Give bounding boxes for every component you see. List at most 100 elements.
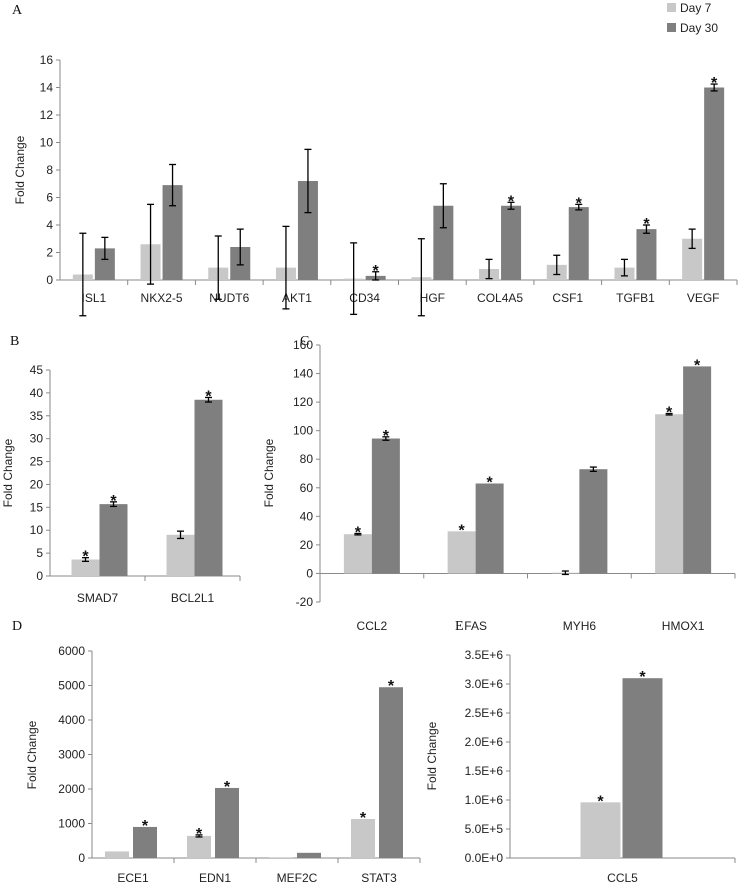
significance-star: *	[576, 195, 583, 212]
y-tick-label: 120	[293, 395, 313, 409]
y-tick-label: 16	[40, 53, 54, 67]
y-tick-label: 60	[300, 481, 314, 495]
y-tick-label: 6	[46, 191, 53, 205]
bar	[579, 469, 608, 574]
y-tick-label: 5	[36, 546, 43, 560]
significance-star: *	[459, 522, 466, 539]
bar	[133, 826, 157, 858]
x-category-label: HGF	[420, 291, 445, 305]
y-tick-label: 2000	[58, 782, 85, 796]
significance-star: *	[666, 405, 673, 422]
y-tick-label: 4	[46, 218, 53, 232]
y-tick-label: 8	[46, 163, 53, 177]
x-category-label: NUDT6	[209, 291, 249, 305]
y-tick-label: 1.0E+6	[465, 793, 504, 807]
bar	[162, 185, 183, 280]
significance-star: *	[355, 524, 362, 541]
y-axis-label: Fold Change	[13, 135, 27, 204]
y-tick-label: 2.0E+6	[465, 735, 504, 749]
y-tick-label: 100	[293, 424, 313, 438]
bar	[636, 229, 657, 280]
y-tick-label: 10	[40, 136, 54, 150]
bar	[215, 787, 239, 858]
x-category-label: HMOX1	[662, 619, 705, 633]
significance-star: *	[383, 428, 390, 445]
x-category-label: CCL2	[357, 619, 388, 633]
significance-star: *	[711, 75, 718, 92]
y-tick-label: 3000	[58, 748, 85, 762]
y-tick-label: -20	[296, 595, 314, 609]
x-category-label: TGFB1	[616, 291, 655, 305]
x-category-label: STAT3	[361, 871, 397, 885]
x-category-label: VEGF	[687, 291, 720, 305]
x-category-label: ECE1	[117, 871, 149, 885]
x-category-label: AKT1	[282, 291, 312, 305]
significance-star: *	[597, 793, 604, 810]
legend-label: Day 7	[680, 1, 712, 15]
y-tick-label: 25	[30, 455, 44, 469]
bar	[568, 207, 589, 280]
significance-star: *	[224, 779, 231, 796]
bar	[194, 399, 223, 576]
bar	[655, 414, 684, 574]
bar	[105, 851, 129, 858]
x-category-label: EDN1	[199, 871, 231, 885]
y-tick-label: 6000	[58, 644, 85, 658]
bar	[297, 181, 318, 280]
chart-panel-C: C -20 0 20 40 60 80 100 120 140 160 Fold Change CCL2…	[262, 334, 736, 633]
y-tick-label: 0	[306, 566, 313, 580]
bar	[187, 835, 211, 858]
y-tick-label: 3.0E+6	[465, 677, 504, 691]
y-axis-label: Fold Change	[25, 720, 39, 789]
significance-star: *	[373, 263, 380, 280]
significance-star: *	[110, 493, 117, 510]
significance-star: *	[360, 810, 367, 827]
bar	[71, 559, 100, 576]
bar	[622, 678, 663, 858]
y-tick-label: 10	[30, 523, 44, 537]
y-tick-label: 14	[40, 81, 54, 95]
y-tick-label: 5000	[58, 679, 85, 693]
bar	[371, 438, 400, 574]
bar	[475, 483, 504, 574]
y-tick-label: 30	[30, 432, 44, 446]
y-tick-label: 15	[30, 500, 44, 514]
bar	[351, 819, 375, 858]
significance-star: *	[82, 549, 89, 566]
x-category-label: SMAD7	[77, 591, 119, 605]
significance-star: *	[196, 826, 203, 843]
panel-letter: B	[10, 334, 19, 349]
y-tick-label: 0	[46, 273, 53, 287]
y-axis-label: Fold Change	[425, 721, 439, 790]
y-tick-label: 20	[300, 538, 314, 552]
y-tick-label: 160	[293, 338, 313, 352]
y-tick-label: 80	[300, 452, 314, 466]
x-category-label: CD34	[349, 291, 380, 305]
y-axis-label: Fold Change	[1, 438, 15, 507]
significance-star: *	[639, 669, 646, 686]
bar	[447, 531, 476, 574]
x-category-label: MEF2C	[277, 871, 318, 885]
y-tick-label: 12	[40, 108, 54, 122]
legend-swatch	[667, 3, 676, 12]
bar	[580, 802, 621, 858]
legend-label: Day 30	[680, 21, 718, 35]
legend-swatch	[667, 23, 676, 32]
y-tick-label: 5.0E+5	[465, 822, 504, 836]
y-tick-label: 35	[30, 409, 44, 423]
y-tick-label: 140	[293, 367, 313, 381]
significance-star: *	[142, 818, 149, 835]
significance-star: *	[388, 678, 395, 695]
y-axis-label: Fold Change	[262, 438, 276, 507]
x-category-label: MYH6	[563, 619, 597, 633]
x-category-label: BCL2L1	[171, 591, 215, 605]
y-tick-label: 2	[46, 246, 53, 260]
y-tick-label: 1000	[58, 817, 85, 831]
legend: Day 7 Day 30	[667, 1, 718, 35]
panel-letter: E	[455, 619, 464, 634]
chart-panel-E: E 0.0E+0 5.0E+5 1.0E+6 1.5E+6 2.0E+6 2.5E+6 3.0…	[425, 619, 736, 885]
bar	[269, 857, 293, 858]
x-category-label: ISL1	[82, 291, 107, 305]
panel-letter: C	[300, 334, 309, 349]
y-tick-label: 0.0E+0	[465, 851, 504, 865]
